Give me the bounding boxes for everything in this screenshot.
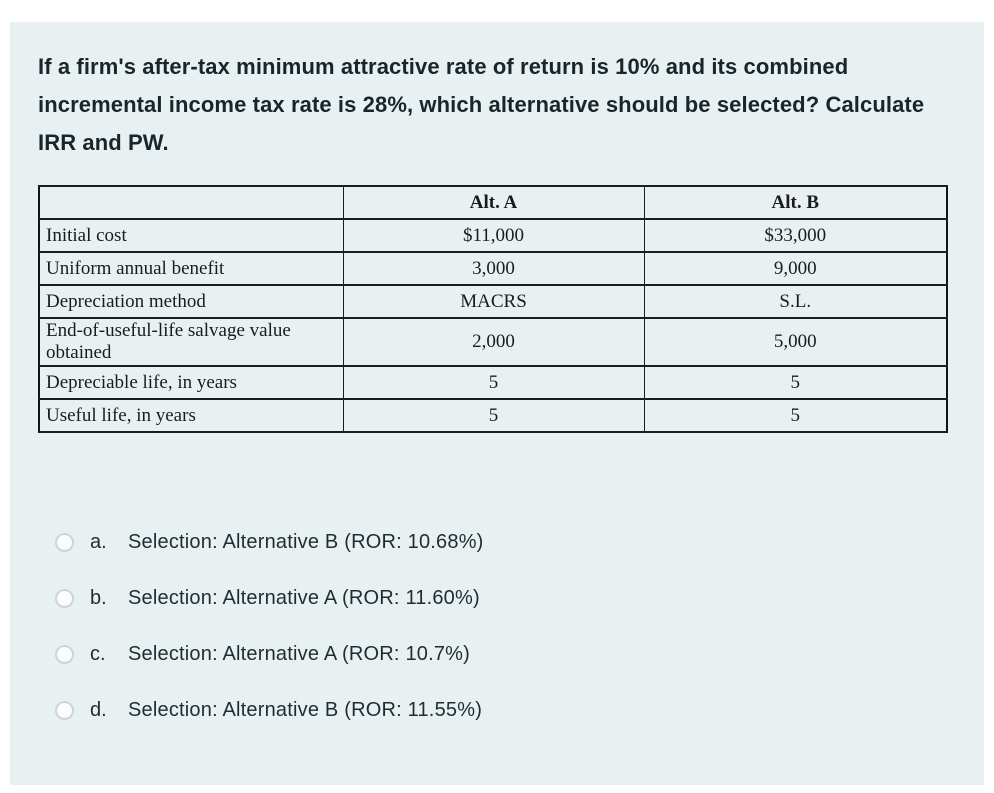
- table-header-alt-a: Alt. A: [342, 185, 645, 220]
- question-text: If a firm's after-tax minimum attractive…: [38, 54, 925, 155]
- table-row: Useful life, in years 5 5: [38, 398, 948, 433]
- option-letter: b.: [90, 587, 107, 609]
- answer-options: a. Selection: Alternative B (ROR: 10.68%…: [38, 531, 956, 722]
- radio-button-icon[interactable]: [55, 645, 74, 664]
- option-d[interactable]: d. Selection: Alternative B (ROR: 11.55%…: [55, 699, 956, 722]
- alt-b-value: 5: [643, 365, 948, 400]
- alt-b-value: $33,000: [643, 218, 948, 253]
- table-row: Depreciable life, in years 5 5: [38, 365, 948, 400]
- option-letter: c.: [90, 643, 106, 665]
- row-label: Uniform annual benefit: [38, 251, 344, 286]
- row-label: Depreciation method: [38, 284, 344, 319]
- option-text: Selection: Alternative A (ROR: 11.60%): [128, 587, 480, 609]
- row-label: Depreciable life, in years: [38, 365, 344, 400]
- radio-button-icon[interactable]: [55, 701, 74, 720]
- alt-b-value: 5,000: [643, 317, 948, 367]
- alt-a-value: 5: [342, 365, 645, 400]
- radio-button-icon[interactable]: [55, 589, 74, 608]
- alternatives-table: Alt. A Alt. B Initial cost $11,000 $33,0…: [38, 185, 948, 433]
- option-text: Selection: Alternative B (ROR: 11.55%): [128, 699, 483, 721]
- alt-b-value: S.L.: [643, 284, 948, 319]
- table-header-alt-b: Alt. B: [643, 185, 948, 220]
- alt-a-value: 5: [342, 398, 645, 433]
- alt-a-value: MACRS: [342, 284, 645, 319]
- table-row: Depreciation method MACRS S.L.: [38, 284, 948, 319]
- table-header-empty: [38, 185, 344, 220]
- table-header-row: Alt. A Alt. B: [38, 185, 948, 220]
- radio-button-icon[interactable]: [55, 533, 74, 552]
- option-letter: a.: [90, 531, 107, 553]
- option-b[interactable]: b. Selection: Alternative A (ROR: 11.60%…: [55, 587, 956, 610]
- option-c[interactable]: c. Selection: Alternative A (ROR: 10.7%): [55, 643, 956, 666]
- alt-a-value: 3,000: [342, 251, 645, 286]
- row-label: End-of-useful-life salvage value obtaine…: [38, 317, 344, 367]
- row-label: Useful life, in years: [38, 398, 344, 433]
- option-text: Selection: Alternative B (ROR: 10.68%): [128, 531, 484, 553]
- alt-b-value: 5: [643, 398, 948, 433]
- option-letter: d.: [90, 699, 107, 721]
- alt-b-value: 9,000: [643, 251, 948, 286]
- table-row: End-of-useful-life salvage value obtaine…: [38, 317, 948, 367]
- table-row: Uniform annual benefit 3,000 9,000: [38, 251, 948, 286]
- option-a[interactable]: a. Selection: Alternative B (ROR: 10.68%…: [55, 531, 956, 554]
- question-card: If a firm's after-tax minimum attractive…: [10, 22, 984, 785]
- alt-a-value: $11,000: [342, 218, 645, 253]
- option-text: Selection: Alternative A (ROR: 10.7%): [128, 643, 471, 665]
- row-label: Initial cost: [38, 218, 344, 253]
- alt-a-value: 2,000: [342, 317, 645, 367]
- table-row: Initial cost $11,000 $33,000: [38, 218, 948, 253]
